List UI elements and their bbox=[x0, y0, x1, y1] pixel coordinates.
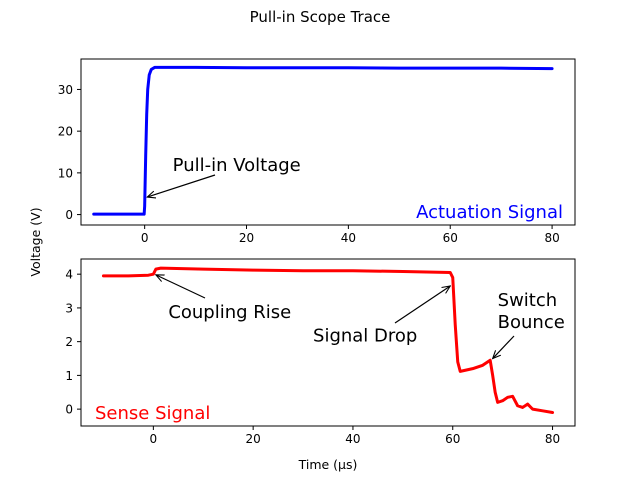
actuation-x-tick-label: 60 bbox=[443, 231, 458, 245]
sense-annotation-text: Coupling Rise bbox=[168, 302, 291, 323]
sense-panel: 0 20 40 60 80 0 1 2 3 4 Coupling Rise Signal Drop Sw… bbox=[65, 258, 576, 446]
actuation-y-tick-label: 0 bbox=[65, 208, 73, 222]
sense-annotation-arrow bbox=[156, 275, 206, 299]
actuation-x-tick-label: 80 bbox=[544, 231, 559, 245]
sense-x-tick-label: 60 bbox=[445, 432, 460, 446]
actuation-annotation-arrow bbox=[147, 174, 216, 197]
sense-annotation-text: Signal Drop bbox=[313, 326, 417, 347]
actuation-y-tick-label: 30 bbox=[58, 83, 73, 97]
sense-annotation-text: Switch Bounce bbox=[498, 290, 565, 333]
sense-x-tick-label: 0 bbox=[150, 432, 158, 446]
actuation-panel: 0 20 40 60 80 0 10 20 30 Pull-in Voltage Actuation… bbox=[58, 58, 576, 245]
actuation-annotation-text: Pull-in Voltage bbox=[173, 155, 301, 176]
sense-y-tick-label: 1 bbox=[65, 369, 73, 383]
sense-x-tick-label: 40 bbox=[345, 432, 360, 446]
sense-y-tick-label: 4 bbox=[65, 268, 73, 282]
sense-y-tick-label: 3 bbox=[65, 301, 73, 315]
sense-panel-label: Sense Signal bbox=[95, 403, 210, 424]
figure-title: Pull-in Scope Trace bbox=[250, 8, 391, 26]
actuation-axes-frame bbox=[80, 58, 576, 226]
sense-x-tick-label: 20 bbox=[246, 432, 261, 446]
y-axis-label: Voltage (V) bbox=[28, 207, 43, 276]
sense-y-tick-label: 2 bbox=[65, 335, 73, 349]
sense-annotation-arrow bbox=[493, 335, 515, 359]
actuation-x-tick-label: 0 bbox=[141, 231, 149, 245]
actuation-series-line bbox=[92, 65, 554, 216]
sense-annotation-arrow bbox=[394, 286, 450, 324]
actuation-y-tick-label: 20 bbox=[58, 125, 73, 139]
sense-y-tick-label: 0 bbox=[65, 403, 73, 417]
sense-x-tick-label: 80 bbox=[545, 432, 560, 446]
actuation-y-tick-label: 10 bbox=[58, 166, 73, 180]
actuation-x-tick-label: 40 bbox=[341, 231, 356, 245]
sense-series-line bbox=[101, 266, 555, 415]
actuation-panel-label: Actuation Signal bbox=[416, 202, 563, 223]
x-axis-label: Time (µs) bbox=[298, 457, 358, 472]
actuation-x-tick-label: 20 bbox=[239, 231, 254, 245]
sense-axes-frame bbox=[80, 258, 576, 427]
